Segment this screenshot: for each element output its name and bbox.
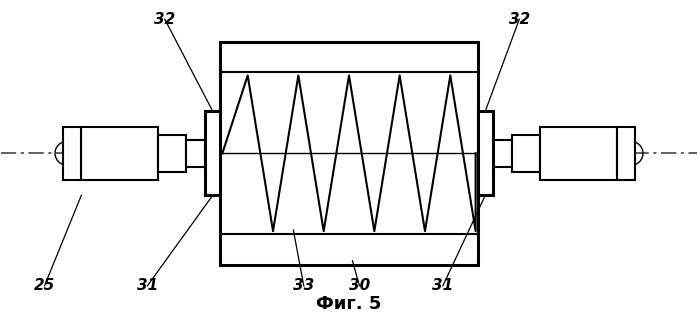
Bar: [82, 127, 158, 180]
Text: 30: 30: [349, 278, 370, 293]
Bar: [616, 127, 634, 180]
Bar: [205, 111, 221, 195]
Text: Фиг. 5: Фиг. 5: [316, 295, 382, 313]
Bar: [64, 127, 82, 180]
Bar: [493, 140, 512, 167]
Text: 25: 25: [34, 278, 55, 293]
Bar: [512, 135, 540, 172]
Text: 31: 31: [137, 278, 158, 293]
Bar: [540, 127, 616, 180]
Text: 32: 32: [154, 12, 175, 27]
Text: 31: 31: [432, 278, 454, 293]
Bar: [186, 140, 205, 167]
Text: 33: 33: [293, 278, 314, 293]
Text: 32: 32: [509, 12, 530, 27]
Bar: [221, 42, 477, 265]
Bar: [477, 111, 493, 195]
Bar: [158, 135, 186, 172]
